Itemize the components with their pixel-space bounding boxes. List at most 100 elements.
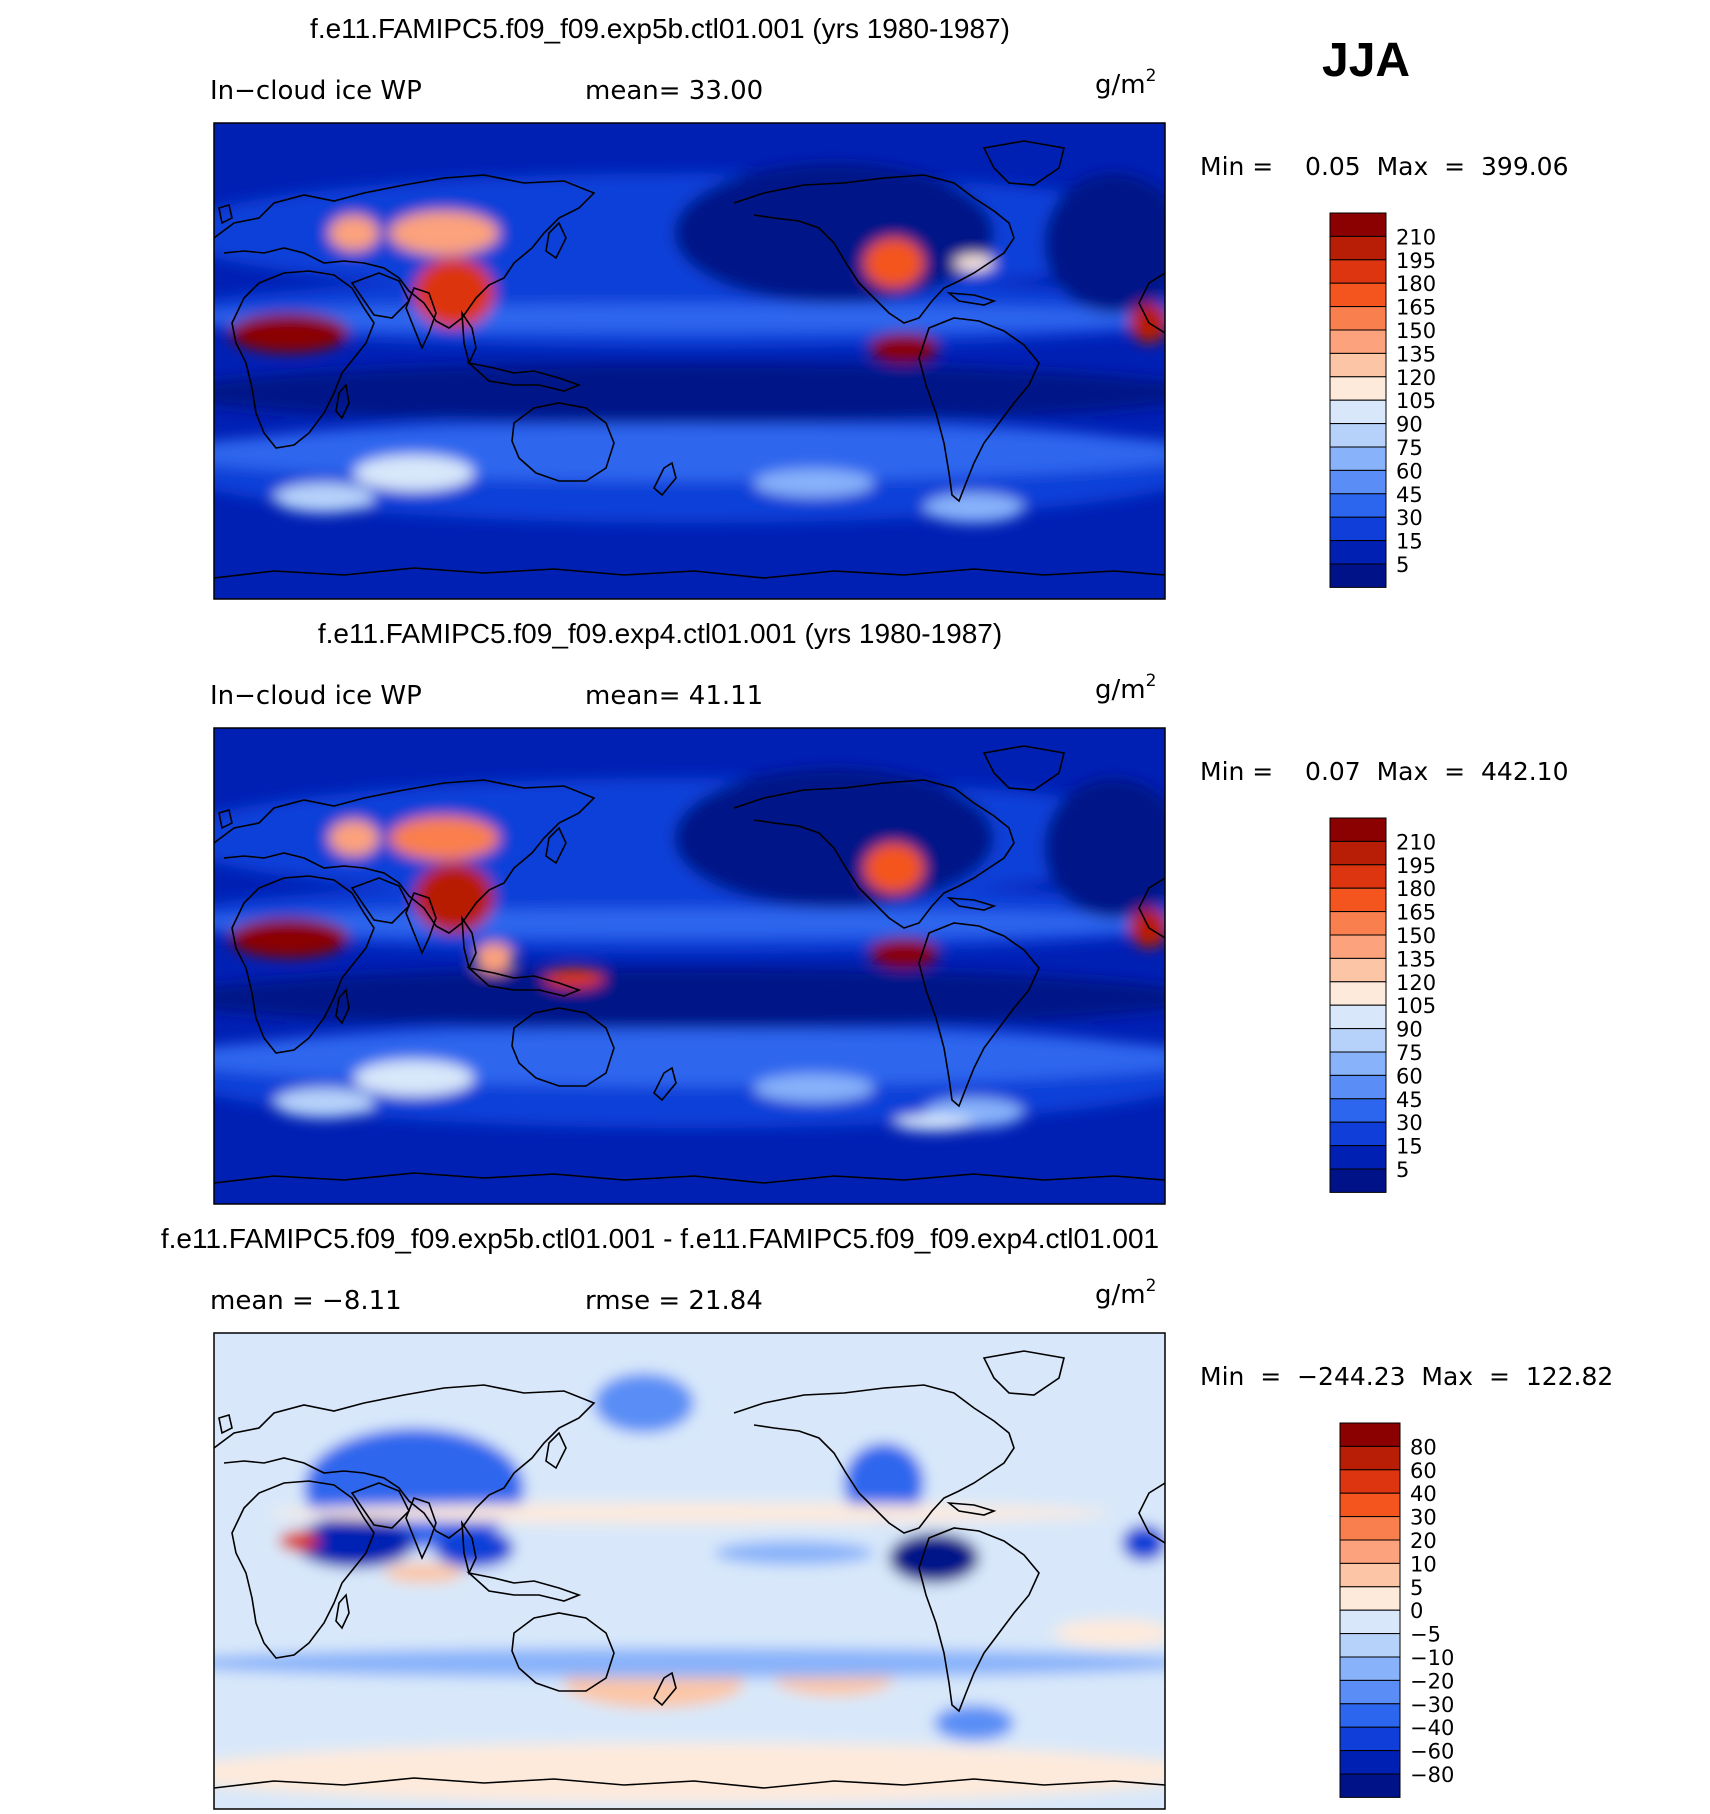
panel-2: f.e11.FAMIPC5.f09_f09.exp4.ctl01.001 (yr… — [210, 618, 1569, 1205]
field-blob — [544, 968, 604, 988]
colorbar-label: 135 — [1396, 947, 1436, 971]
colorbar-label: 195 — [1396, 854, 1436, 878]
colorbar-box — [1339, 1773, 1401, 1798]
panel-title: f.e11.FAMIPC5.f09_f09.exp5b.ctl01.001 (y… — [310, 13, 1010, 44]
colorbar-label: 45 — [1396, 1088, 1423, 1112]
colorbar-label: 180 — [1396, 272, 1436, 296]
field-blob — [1054, 1619, 1165, 1647]
colorbar-label: 60 — [1396, 1064, 1423, 1088]
panel-mid-label: rmse = 21.84 — [585, 1286, 763, 1316]
colorbar-box — [1329, 282, 1387, 308]
colorbar-label: −20 — [1410, 1669, 1454, 1693]
panel-minmax: Min = −244.23 Max = 122.82 — [1200, 1362, 1613, 1391]
field-blob — [274, 1088, 374, 1118]
field-blob — [844, 1443, 924, 1523]
colorbar-box — [1339, 1726, 1401, 1752]
field-blob — [389, 816, 499, 860]
colorbar-box — [1339, 1679, 1401, 1705]
colorbar-box — [1339, 1750, 1401, 1775]
field-blob — [274, 483, 374, 513]
colorbar-box — [1329, 1168, 1387, 1193]
colorbar-label: 30 — [1396, 506, 1423, 530]
field-blobs — [214, 1333, 1165, 1809]
panel-mid-label: mean= 41.11 — [585, 681, 763, 711]
colorbar-label: 195 — [1396, 249, 1436, 273]
panel-minmax: Min = 0.07 Max = 442.10 — [1200, 757, 1569, 786]
field-blob — [714, 1541, 874, 1565]
field-blob — [214, 968, 1165, 1028]
colorbar-box — [1339, 1516, 1401, 1541]
field-blob — [1044, 173, 1165, 313]
colorbar-box — [1339, 1703, 1401, 1728]
map-frame — [213, 122, 1166, 600]
colorbar-box — [1329, 540, 1387, 565]
colorbar-label: 105 — [1396, 389, 1436, 413]
colorbar-box — [1329, 1098, 1387, 1123]
colorbar-box — [1329, 563, 1387, 588]
map-field — [214, 123, 1165, 599]
colorbar-box — [1329, 1145, 1387, 1170]
colorbar-box — [1329, 934, 1387, 959]
colorbar-label: 60 — [1410, 1459, 1437, 1483]
colorbar-label: 5 — [1410, 1576, 1423, 1600]
colorbar-box — [1329, 864, 1387, 889]
field-blob — [864, 238, 924, 288]
field-blob — [389, 211, 499, 255]
colorbar-label: 210 — [1396, 830, 1436, 854]
colorbar-label: −40 — [1410, 1716, 1454, 1740]
colorbar-label: −10 — [1410, 1646, 1454, 1670]
colorbar-box — [1329, 981, 1387, 1006]
field-blob — [1122, 1525, 1165, 1561]
season-label: JJA — [1322, 34, 1410, 87]
colorbar-label: 40 — [1410, 1482, 1437, 1506]
colorbar-label: 180 — [1396, 877, 1436, 901]
colorbar-label: 20 — [1410, 1529, 1437, 1553]
map-frame — [213, 727, 1166, 1205]
field-blob — [214, 1648, 1165, 1678]
panel-3: f.e11.FAMIPC5.f09_f09.exp5b.ctl01.001 - … — [161, 1223, 1613, 1810]
colorbar-box — [1339, 1469, 1401, 1494]
colorbar-box — [1339, 1539, 1401, 1564]
field-blob — [294, 1518, 414, 1568]
colorbar-box — [1329, 259, 1387, 284]
colorbar-label: −30 — [1410, 1693, 1454, 1717]
colorbar-box — [1329, 1074, 1387, 1100]
colorbar-label: 120 — [1396, 366, 1436, 390]
colorbar-box — [1329, 840, 1387, 866]
colorbar-label: −5 — [1410, 1623, 1441, 1647]
colorbar-box — [1339, 1609, 1401, 1635]
colorbar-box — [1339, 1422, 1401, 1447]
colorbar-box — [1329, 376, 1387, 401]
colorbar-box — [1329, 352, 1387, 378]
panel-left-label: mean = −8.11 — [210, 1286, 402, 1316]
panel-mid-label: mean= 33.00 — [585, 76, 763, 106]
field-blob — [329, 820, 379, 856]
colorbar-label: 150 — [1396, 319, 1436, 343]
field-blob — [1129, 303, 1165, 343]
field-blob — [1129, 908, 1165, 948]
colorbar-label: 5 — [1396, 553, 1409, 577]
colorbar-label: 80 — [1410, 1435, 1437, 1459]
field-blob — [329, 215, 379, 251]
colorbar-label: 15 — [1396, 530, 1423, 554]
field-blob — [869, 938, 939, 968]
field-blob — [354, 455, 474, 491]
colorbar-label: 165 — [1396, 901, 1436, 925]
colorbar-box — [1329, 212, 1387, 237]
field-blob — [594, 1373, 694, 1433]
colorbar-box — [1329, 1051, 1387, 1076]
colorbar-label: 10 — [1410, 1552, 1437, 1576]
colorbar-label: 5 — [1396, 1158, 1409, 1182]
panel-units: g/m2 — [1095, 1276, 1156, 1310]
field-blob — [414, 863, 494, 933]
panel-title: f.e11.FAMIPC5.f09_f09.exp5b.ctl01.001 - … — [161, 1223, 1159, 1254]
colorbar-box — [1339, 1445, 1401, 1471]
colorbar-box — [1339, 1562, 1401, 1588]
colorbar-label: 150 — [1396, 924, 1436, 948]
colorbar-box — [1329, 1028, 1387, 1053]
colorbar-label: 30 — [1410, 1506, 1437, 1530]
